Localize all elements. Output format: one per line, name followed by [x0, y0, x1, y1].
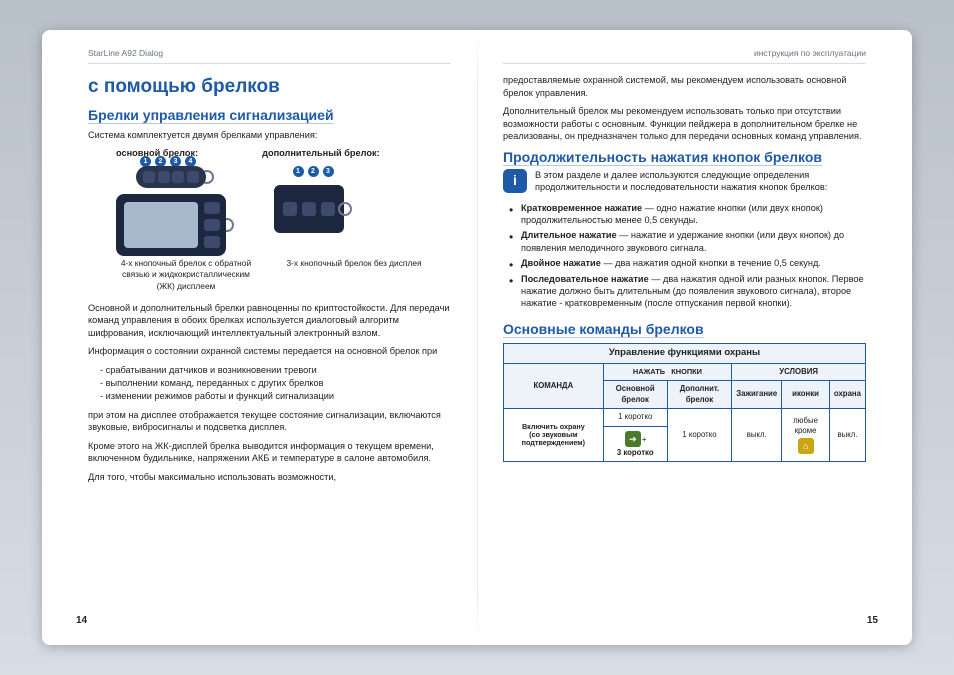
remote-captions: 4-х кнопочный брелок с обратной связью и… — [116, 258, 451, 292]
table-cell: выкл. — [829, 409, 865, 462]
remote-lcd-view — [116, 194, 226, 256]
paragraph: при этом на дисплее отображается текущее… — [88, 409, 451, 434]
table-cell: выкл. — [732, 409, 782, 462]
main-remote: 1 2 3 4 — [116, 166, 234, 256]
subsection-remotes: Брелки управления сигнализацией — [88, 106, 451, 125]
th-conditions: УСЛОВИЯ — [732, 363, 866, 381]
table-cell: 1 коротко — [603, 409, 667, 427]
dash-list: срабатывании датчиков и возникновении тр… — [88, 364, 451, 403]
paragraph: Дополнительный брелок мы рекомендуем исп… — [503, 105, 866, 142]
aux-remote-caption: 3-х кнопочный брелок без дисплея — [284, 258, 424, 292]
product-name: StarLine A92 Dialog — [88, 48, 163, 59]
info-text: В этом разделе и далее используются след… — [535, 169, 866, 194]
aux-remote-view — [274, 185, 344, 233]
page-number: 14 — [76, 614, 87, 628]
subsection-press-duration: Продолжительность нажатия кнопок брелков — [503, 149, 866, 165]
table-row-label: Включить охрану(со звуковым подтверждени… — [504, 409, 604, 462]
paragraph: Информация о состоянии охранной системы … — [88, 345, 451, 357]
paragraph: Для того, чтобы максимально использовать… — [88, 471, 451, 483]
th-command: КОМАНДА — [504, 363, 604, 409]
list-item: Длительное нажатие — нажатие и удержание… — [521, 229, 866, 254]
page-spread: StarLine A92 Dialog с помощью брелков Бр… — [42, 30, 912, 645]
btn-num: 1 — [293, 166, 304, 177]
paragraph: предоставляемые охранной системой, мы ре… — [503, 74, 866, 99]
th-buttons: КНОПКИ — [671, 367, 702, 376]
running-head-right: инструкция по эксплуатации — [503, 48, 866, 64]
list-item: Кратковременное нажатие — одно нажатие к… — [521, 202, 866, 227]
remote-illustrations: 1 2 3 4 — [116, 166, 451, 256]
press-types-list: Кратковременное нажатие — одно нажатие к… — [503, 202, 866, 310]
list-item: Двойное нажатие — два нажатия одной кноп… — [521, 257, 866, 269]
commands-table: Управление функциями охраны КОМАНДА НАЖА… — [503, 343, 866, 462]
table-cell: 1 коротко — [667, 409, 732, 462]
page-number: 15 — [867, 614, 878, 628]
list-item: изменении режимов работы и функций сигна… — [100, 390, 451, 402]
table-cell: ➔+ 3 коротко — [603, 426, 667, 462]
btn-num: 3 — [323, 166, 334, 177]
th-ignition: Зажигание — [732, 381, 782, 409]
paragraph: Основной и дополнительный брелки равноце… — [88, 302, 451, 339]
main-remote-caption: 4-х кнопочный брелок с обратной связью и… — [116, 258, 256, 292]
running-head-left: StarLine A92 Dialog — [88, 48, 451, 64]
list-item: выполнении команд, переданных с других б… — [100, 377, 451, 389]
list-item: срабатывании датчиков и возникновении тр… — [100, 364, 451, 376]
th-aux-remote: Дополнит. брелок — [667, 381, 732, 409]
paragraph: Кроме этого на ЖК-дисплей брелка выводит… — [88, 440, 451, 465]
th-main-remote: Основной брелок — [603, 381, 667, 409]
keyring-icon — [338, 202, 352, 216]
key-icon: ➔ — [625, 431, 641, 447]
page-left: StarLine A92 Dialog с помощью брелков Бр… — [74, 48, 477, 623]
info-callout: i В этом разделе и далее используются сл… — [503, 169, 866, 194]
intro-text: Система комплектуется двумя брелками упр… — [88, 129, 451, 141]
table-cell: любые кроме ⌂ — [782, 409, 830, 462]
th-guard: охрана — [829, 381, 865, 409]
section-title: с помощью брелков — [88, 74, 451, 100]
key-icon: ⌂ — [798, 438, 814, 454]
aux-remote: 1 2 3 — [274, 166, 352, 256]
info-icon: i — [503, 169, 527, 193]
page-right: инструкция по эксплуатации предоставляем… — [477, 48, 880, 623]
aux-remote-label: дополнительный брелок: — [262, 147, 379, 159]
doc-type: инструкция по эксплуатации — [754, 48, 866, 59]
subsection-commands: Основные команды брелков — [503, 320, 866, 339]
th-icons: иконки — [782, 381, 830, 409]
list-item: Последовательное нажатие — два нажатия о… — [521, 273, 866, 310]
remote-top-view — [136, 166, 206, 188]
btn-num: 2 — [308, 166, 319, 177]
th-press: НАЖАТЬ — [633, 367, 665, 376]
table-title: Управление функциями охраны — [504, 343, 866, 363]
